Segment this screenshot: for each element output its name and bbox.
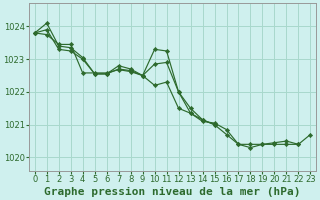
X-axis label: Graphe pression niveau de la mer (hPa): Graphe pression niveau de la mer (hPa) — [44, 186, 301, 197]
